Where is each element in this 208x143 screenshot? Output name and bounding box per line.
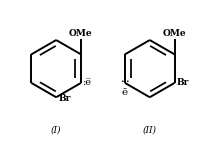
Text: Br: Br bbox=[58, 94, 71, 103]
Text: OMe: OMe bbox=[163, 29, 186, 38]
Text: •: • bbox=[121, 79, 124, 84]
Text: •: • bbox=[126, 79, 129, 84]
Text: :e̅: :e̅ bbox=[83, 79, 92, 87]
Text: (II): (II) bbox=[143, 125, 157, 134]
Text: Br: Br bbox=[177, 79, 189, 87]
Text: (I): (I) bbox=[51, 125, 61, 134]
Text: ē: ē bbox=[122, 88, 128, 97]
Text: OMe: OMe bbox=[69, 29, 93, 38]
